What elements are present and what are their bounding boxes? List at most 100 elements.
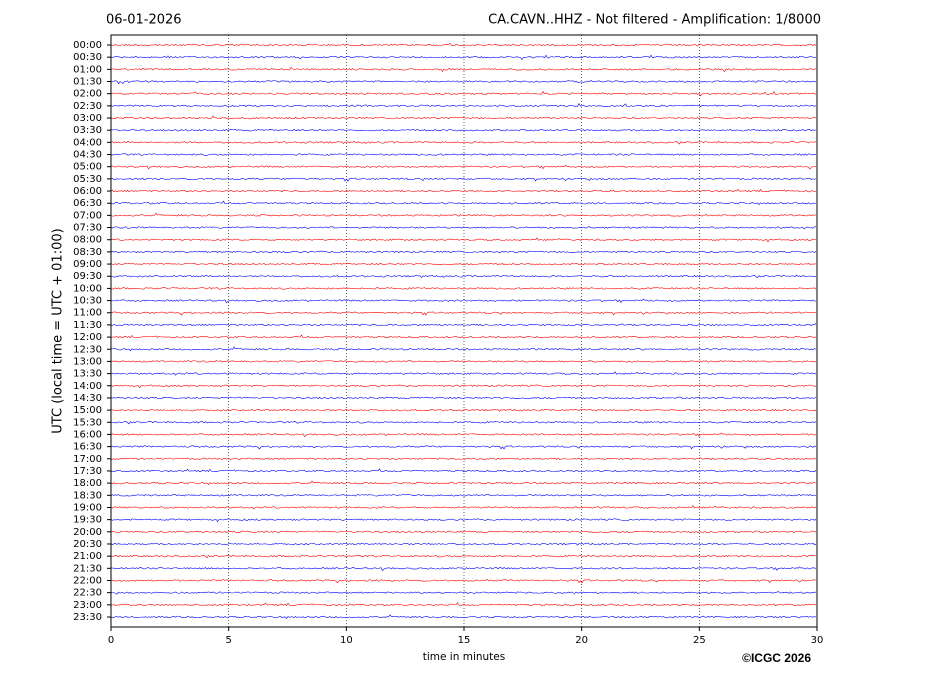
- y-tick-label: 23:30: [73, 612, 102, 623]
- trace: [110, 54, 817, 60]
- trace: [110, 177, 817, 182]
- y-tick-label: 08:00: [73, 235, 102, 246]
- trace: [110, 408, 817, 412]
- y-tick-label: 03:30: [73, 125, 102, 136]
- trace: [110, 554, 817, 559]
- y-tick-label: 01:00: [73, 64, 102, 75]
- trace: [110, 579, 817, 584]
- trace: [110, 43, 817, 47]
- trace: [110, 212, 817, 217]
- y-tick-label: 13:00: [73, 356, 102, 367]
- trace: [110, 153, 817, 156]
- trace: [110, 226, 817, 230]
- x-tick-label: 25: [693, 635, 706, 646]
- trace: [110, 494, 817, 497]
- y-tick-label: 00:30: [73, 52, 102, 63]
- y-tick-label: 07:30: [73, 223, 102, 234]
- trace: [110, 420, 817, 425]
- y-tick-label: 01:30: [73, 77, 102, 88]
- trace: [110, 322, 817, 327]
- trace: [110, 602, 817, 607]
- y-tick-label: 05:30: [73, 174, 102, 185]
- trace: [110, 457, 817, 460]
- y-tick-label: 07:00: [73, 210, 102, 221]
- y-tick-label: 11:00: [73, 308, 102, 319]
- trace: [110, 468, 817, 473]
- y-tick-label: 22:00: [73, 575, 102, 586]
- trace: [110, 262, 817, 266]
- y-tick-label: 03:00: [73, 113, 102, 124]
- trace: [110, 591, 817, 595]
- y-tick-label: 08:30: [73, 247, 102, 258]
- y-tick-label: 23:00: [73, 600, 102, 611]
- trace: [110, 237, 817, 243]
- trace: [110, 334, 817, 339]
- trace: [110, 250, 817, 254]
- copyright: ©ICGC 2026: [742, 651, 811, 665]
- x-tick-label: 0: [108, 635, 114, 646]
- y-tick-label: 04:00: [73, 137, 102, 148]
- x-tick-label: 15: [458, 635, 471, 646]
- plot-frame: [110, 34, 818, 628]
- x-tick-label: 10: [340, 635, 353, 646]
- y-tick-label: 13:30: [73, 369, 102, 380]
- x-tick-label: 5: [225, 635, 231, 646]
- trace: [110, 505, 817, 510]
- x-tick-label: 30: [811, 635, 824, 646]
- y-tick-label: 14:30: [73, 393, 102, 404]
- y-tick-label: 12:30: [73, 344, 102, 355]
- y-tick-label: 06:00: [73, 186, 102, 197]
- x-axis-label: time in minutes: [423, 651, 505, 663]
- y-tick-label: 19:00: [73, 502, 102, 513]
- y-tick-label: 10:30: [73, 296, 102, 307]
- y-tick-label: 14:00: [73, 381, 102, 392]
- y-tick-label: 17:30: [73, 466, 102, 477]
- trace: [110, 566, 817, 572]
- trace: [110, 371, 817, 376]
- y-tick-label: 17:00: [73, 454, 102, 465]
- y-tick-label: 12:00: [73, 332, 102, 343]
- y-tick-label: 11:30: [73, 320, 102, 331]
- y-tick-label: 05:00: [73, 162, 102, 173]
- y-tick-label: 16:00: [73, 429, 102, 440]
- y-tick-label: 22:30: [73, 588, 102, 599]
- trace: [110, 396, 817, 400]
- trace: [110, 103, 817, 108]
- chart-title: 06-01-2026: [106, 13, 182, 28]
- y-tick-label: 19:30: [73, 515, 102, 526]
- y-tick-label: 04:30: [73, 150, 102, 161]
- y-tick-label: 18:00: [73, 478, 102, 489]
- trace: [110, 445, 817, 450]
- trace: [110, 164, 817, 170]
- y-tick-label: 21:00: [73, 551, 102, 562]
- y-tick-label: 16:30: [73, 442, 102, 453]
- y-tick-label: 15:00: [73, 405, 102, 416]
- trace: [110, 298, 817, 304]
- trace: [110, 530, 817, 533]
- y-tick-label: 09:30: [73, 271, 102, 282]
- y-tick-label: 15:30: [73, 417, 102, 428]
- y-tick-label: 20:30: [73, 539, 102, 550]
- trace: [110, 66, 817, 73]
- y-tick-label: 10:00: [73, 283, 102, 294]
- trace: [110, 274, 817, 279]
- trace: [110, 188, 817, 193]
- trace: [110, 311, 817, 316]
- trace: [110, 80, 817, 85]
- y-tick-label: 20:00: [73, 527, 102, 538]
- chart-subtitle: CA.CAVN..HHZ - Not filtered - Amplificat…: [488, 13, 821, 28]
- trace: [110, 614, 817, 619]
- trace: [110, 287, 817, 290]
- y-tick-label: 18:30: [73, 490, 102, 501]
- trace: [110, 200, 817, 206]
- trace: [110, 384, 817, 389]
- trace: [110, 480, 817, 486]
- trace: [110, 115, 817, 120]
- y-tick-label: 09:00: [73, 259, 102, 270]
- trace: [110, 360, 817, 363]
- trace: [110, 542, 817, 546]
- trace: [110, 140, 817, 145]
- trace: [110, 518, 817, 523]
- y-tick-label: 00:00: [73, 40, 102, 51]
